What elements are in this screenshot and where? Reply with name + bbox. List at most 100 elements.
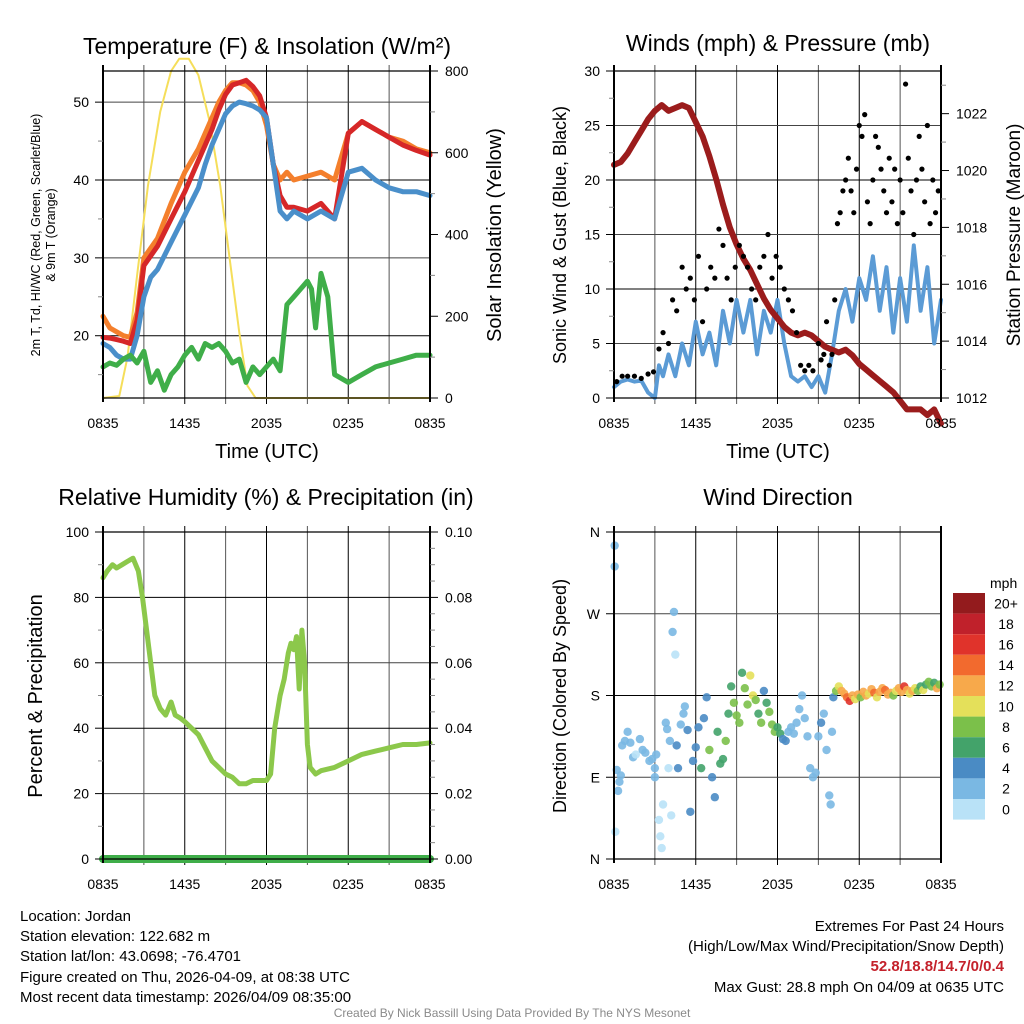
direction-point [773, 723, 782, 732]
y-tick-label: 5 [592, 336, 600, 352]
y-tick-label: 50 [73, 94, 89, 110]
gust-point [848, 188, 854, 194]
gust-point [843, 177, 849, 183]
direction-point [729, 698, 739, 707]
direction-point [732, 711, 741, 720]
x-tick-label: 1435 [169, 415, 200, 431]
humidity-title: Relative Humidity (%) & Precipitation (i… [58, 484, 473, 510]
temperature-ylabel-1: 2m T, Td, HI/WC (Red, Green, Scarlet/Blu… [29, 114, 43, 357]
y-tick-label: N [590, 851, 600, 867]
humidity-panel: Relative Humidity (%) & Precipitation (i… [25, 484, 474, 892]
direction-point [826, 800, 835, 809]
x-tick-label: 0835 [925, 876, 956, 892]
y2-tick-label: 0.06 [445, 655, 472, 671]
x-tick-label: 0235 [844, 876, 875, 892]
temperature-series [100, 57, 433, 399]
gust-point [674, 308, 680, 314]
direction-point [686, 807, 695, 816]
gust-point [789, 308, 796, 314]
gust-point [892, 166, 898, 172]
y-tick-label: 25 [584, 118, 600, 134]
x-tick-label: 1435 [680, 876, 711, 892]
direction-point [795, 704, 804, 714]
y-tick-label: 20 [73, 328, 89, 344]
gust-point [889, 199, 895, 205]
direction-point [718, 754, 728, 764]
gust-point [777, 264, 783, 270]
direction-point [737, 668, 747, 677]
gust-point [894, 221, 901, 227]
gust-point [864, 199, 871, 205]
colorbar-label: 0 [1002, 801, 1010, 817]
wind-direction-panel: Wind Direction 0835 1435 2035 0235 0835 N E S W N… [550, 484, 1018, 892]
gust-point [859, 133, 865, 139]
colorbar-swatch [953, 634, 985, 655]
y-tick-label: 30 [73, 250, 89, 266]
speed-colorbar: mph 20+ 18 16 14 12 10 8 6 4 2 0 [953, 575, 1018, 820]
y2-tick-label: 600 [445, 145, 469, 161]
x-tick-label: 0835 [87, 876, 118, 892]
humidity-ylabel: Percent & Precipitation [25, 594, 47, 797]
x-tick-label: 0835 [414, 415, 445, 431]
temperature-ylabel-2: & 9m T (Orange) [44, 188, 58, 281]
colorbar-swatch [953, 593, 985, 614]
direction-point [735, 718, 744, 727]
y-tick-label: 10 [584, 281, 600, 297]
colorbar-label: 16 [998, 637, 1014, 653]
gust-point [908, 188, 914, 194]
gust-point [781, 286, 787, 292]
direction-point [656, 832, 665, 841]
wind-direction-title: Wind Direction [703, 484, 853, 510]
direction-point [726, 682, 736, 691]
direction-point [751, 695, 760, 705]
direction-point [724, 709, 733, 718]
gust-point [691, 297, 697, 303]
colorbar-swatch [953, 757, 985, 779]
y2-tick-label: 1012 [956, 390, 987, 406]
y-tick-label: 80 [73, 589, 89, 605]
station-info: Location: Jordan Station elevation: 122.… [20, 907, 351, 1008]
gust-point [699, 319, 706, 325]
y-tick-label: 40 [73, 172, 89, 188]
gust-point [873, 133, 879, 139]
gust-point [724, 275, 730, 281]
gust-point [840, 188, 846, 194]
wind-direction-axes: 0835 1435 2035 0235 0835 N E S W N [587, 524, 957, 892]
gust-point [834, 221, 841, 227]
gust-point [614, 379, 620, 385]
gust-point [683, 286, 689, 292]
gust-point [798, 362, 804, 368]
x-tick-label: 0835 [925, 415, 956, 431]
winds-ylabel: Sonic Wind & Gust (Blue, Black) [550, 106, 570, 364]
direction-point [635, 734, 645, 744]
winds-grid [614, 65, 941, 404]
gust-point [810, 368, 816, 374]
max-gust-text: Max Gust: 28.8 mph On 04/09 at 0635 UTC [713, 978, 1004, 996]
y-tick-label: 60 [73, 655, 89, 671]
colorbar-swatch [953, 654, 985, 676]
direction-point [803, 732, 812, 741]
x-tick-label: 2035 [251, 415, 282, 431]
direction-point [673, 763, 683, 773]
y-tick-label: S [591, 688, 600, 704]
y-tick-label: 15 [584, 227, 600, 243]
direction-point [827, 727, 837, 737]
direction-point [797, 691, 807, 700]
direction-point [697, 763, 706, 773]
direction-point [668, 627, 677, 637]
gust-point [773, 253, 779, 259]
gust-point [695, 253, 702, 259]
direction-point [679, 709, 688, 718]
y-tick-label: 30 [584, 63, 600, 79]
winds-series [611, 81, 944, 427]
y2-tick-label: 1022 [956, 106, 987, 122]
gust-point [785, 297, 792, 303]
direction-point [641, 748, 650, 757]
gust-point [806, 362, 812, 368]
location-text: Location: Jordan [20, 908, 131, 925]
gust-point [902, 81, 909, 87]
y-tick-label: 0 [81, 851, 89, 867]
temperature-title-text: Temperature (F) & Insolation (W/m²) [83, 33, 451, 59]
figure-created-text: Figure created on Thu, 2026-04-09, at 08… [20, 968, 350, 986]
